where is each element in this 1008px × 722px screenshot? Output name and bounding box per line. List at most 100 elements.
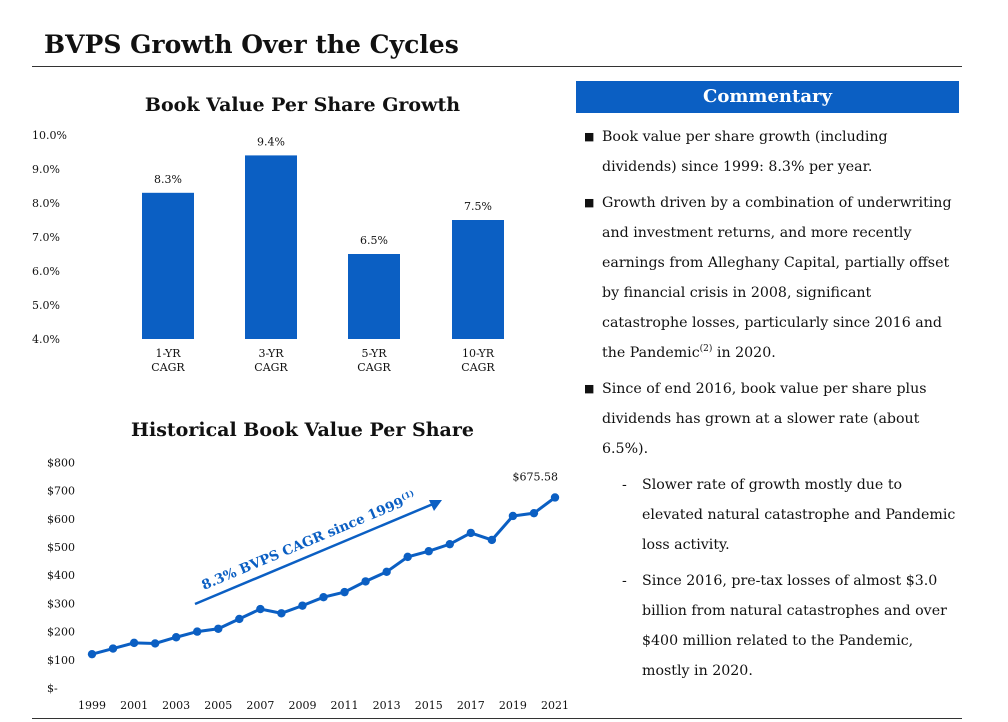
data-point: [550, 493, 560, 502]
bottom-divider: [32, 718, 962, 719]
bar-data-label: 6.5%: [360, 234, 388, 247]
y-tick-label: $400: [47, 569, 75, 582]
x-tick-label: 5-YR: [361, 347, 387, 360]
x-tick-label: 2007: [246, 699, 274, 712]
data-point: [150, 639, 160, 648]
x-tick-label: 2011: [331, 699, 359, 712]
data-point: [171, 633, 181, 642]
line-chart-title: Historical Book Value Per Share: [131, 419, 474, 441]
x-tick-label: 2015: [415, 699, 443, 712]
x-tick-label: CAGR: [357, 361, 391, 374]
cagr-annotation: 8.3% BVPS CAGR since 1999(1): [194, 488, 442, 606]
data-point: [235, 614, 244, 624]
y-tick-label: $-: [47, 682, 58, 695]
bullet-text: Book value per share growth (including d…: [602, 129, 888, 175]
x-tick-label: 2021: [541, 699, 569, 712]
data-point: [424, 547, 433, 556]
x-tick-label: 2003: [162, 699, 190, 712]
commentary-bullet: ■ Since of end 2016, book value per shar…: [580, 374, 960, 464]
data-point: [445, 539, 454, 549]
data-point: [256, 604, 265, 614]
page-title: BVPS Growth Over the Cycles: [44, 30, 459, 59]
y-tick-label: 7.0%: [32, 231, 60, 244]
dash-icon: -: [622, 477, 627, 493]
x-tick-label: 2001: [120, 699, 148, 712]
annotation-text: 8.3% BVPS CAGR since 1999: [199, 495, 406, 594]
bar-chart: 4.0%5.0%6.0%7.0%8.0%9.0%10.0%8.3%1-YRCAG…: [32, 129, 504, 374]
annotation-label: 8.3% BVPS CAGR since 1999(1): [199, 488, 419, 594]
data-point: [298, 601, 307, 610]
bar: [245, 155, 297, 339]
x-tick-label: 2009: [288, 699, 316, 712]
data-point: [277, 609, 286, 618]
commentary-subbullet: - Slower rate of growth mostly due to el…: [580, 470, 960, 560]
bar: [452, 220, 504, 339]
bullet-text: Since of end 2016, book value per share …: [602, 381, 927, 457]
y-tick-label: $300: [47, 597, 75, 610]
data-point: [529, 508, 539, 518]
bar-chart-title: Book Value Per Share Growth: [144, 94, 461, 116]
y-tick-label: $200: [47, 626, 75, 639]
commentary-panel: ■ Book value per share growth (including…: [580, 122, 960, 692]
dash-icon: -: [622, 573, 627, 589]
title-divider: [32, 66, 962, 67]
commentary-bullet: ■ Growth driven by a combination of unde…: [580, 188, 960, 368]
line-chart: $- $100 $200 $300 $400 $500 $600 $700 $800 1999 20…: [47, 456, 569, 712]
commentary-subbullet: - Since 2016, pre-tax losses of almost $…: [580, 566, 960, 686]
x-tick-label: 2017: [457, 699, 485, 712]
data-point: [319, 592, 328, 602]
x-tick-label: CAGR: [151, 361, 185, 374]
data-point: [403, 552, 412, 562]
data-point: [108, 644, 118, 653]
x-tick-label: 10-YR: [462, 347, 495, 360]
bar: [142, 192, 194, 339]
x-tick-label: CAGR: [254, 361, 288, 374]
data-point: [361, 577, 370, 586]
y-tick-label: 10.0%: [32, 129, 67, 142]
x-tick-label: CAGR: [461, 361, 495, 374]
commentary-header: Commentary: [576, 81, 959, 113]
y-tick-label: $700: [47, 485, 75, 498]
x-tick-label: 2019: [499, 699, 527, 712]
data-point: [340, 587, 349, 597]
bullet-text-tail: in 2020.: [712, 345, 776, 361]
data-point: [129, 638, 139, 648]
y-tick-label: $100: [47, 654, 75, 667]
x-tick-label: 2013: [373, 699, 401, 712]
bullet-square-icon: ■: [584, 382, 595, 395]
x-tick-label: 1-YR: [155, 347, 181, 360]
footnote-marker: (2): [699, 344, 713, 354]
bullet-square-icon: ■: [584, 196, 595, 209]
data-point: [487, 535, 497, 545]
x-tick-label: 2005: [204, 699, 232, 712]
data-point: [508, 511, 518, 521]
bar-data-label: 8.3%: [154, 173, 182, 186]
arrow-head-icon: [429, 500, 442, 511]
y-tick-label: 9.0%: [32, 163, 60, 176]
data-point: [87, 649, 97, 659]
bullet-text: Growth driven by a combination of underw…: [602, 195, 952, 361]
y-tick-label: $800: [47, 456, 75, 469]
subbullet-text: Since 2016, pre-tax losses of almost $3.…: [642, 573, 947, 679]
bar: [348, 254, 400, 339]
data-point: [382, 567, 391, 577]
y-tick-label: 5.0%: [32, 299, 60, 312]
annotation-arrow-line: [194, 502, 434, 606]
series-line: [91, 496, 556, 656]
annotation-footnote: (1): [399, 488, 415, 502]
bullet-square-icon: ■: [584, 130, 595, 143]
y-tick-label: 6.0%: [32, 265, 60, 278]
bar-data-label: 9.4%: [257, 135, 285, 148]
commentary-bullet: ■ Book value per share growth (including…: [580, 122, 960, 182]
y-tick-label: 4.0%: [32, 333, 60, 346]
bar-data-label: 7.5%: [464, 200, 492, 213]
y-tick-label: $600: [47, 513, 75, 526]
data-point: [214, 624, 223, 633]
end-value-label: $675.58: [513, 470, 559, 483]
subbullet-text: Slower rate of growth mostly due to elev…: [642, 477, 956, 553]
x-tick-label: 3-YR: [258, 347, 284, 360]
data-point: [466, 528, 476, 538]
y-tick-label: $500: [47, 541, 75, 554]
x-tick-label: 1999: [78, 699, 106, 712]
y-tick-label: 8.0%: [32, 197, 60, 210]
